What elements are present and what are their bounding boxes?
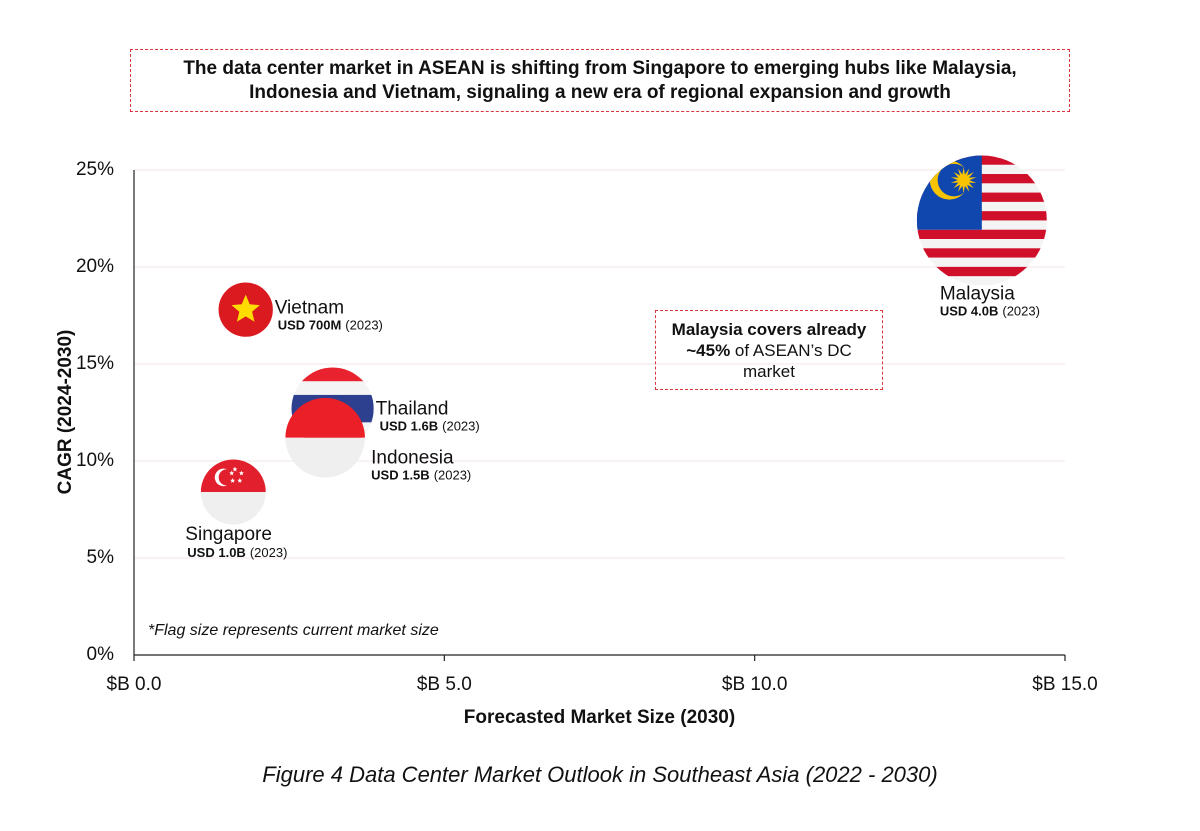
size-date: (2023) bbox=[250, 545, 288, 560]
y-tick-label: 25% bbox=[76, 159, 114, 180]
size-date: (2023) bbox=[345, 318, 383, 333]
size-label: USD 1.0B (2023) bbox=[187, 545, 287, 560]
annotation: Malaysia covers already ~45% of ASEAN’s … bbox=[655, 310, 883, 390]
x-tick-label: $B 15.0 bbox=[1032, 674, 1098, 695]
x-tick-label: $B 5.0 bbox=[417, 674, 472, 695]
bubble-label: Vietnam bbox=[275, 298, 344, 319]
size-date: (2023) bbox=[434, 468, 472, 483]
note: *Flag size represents current market siz… bbox=[148, 622, 439, 639]
size-value: USD 1.5B bbox=[371, 468, 430, 483]
size-label: USD 1.6B (2023) bbox=[380, 419, 480, 434]
annotation-text: of ASEAN’s DC market bbox=[734, 341, 852, 381]
bubble bbox=[200, 459, 266, 525]
y-tick-label: 0% bbox=[87, 644, 115, 665]
bubble bbox=[285, 397, 365, 478]
size-label: USD 1.5B (2023) bbox=[371, 468, 471, 483]
y-tick-label: 15% bbox=[76, 353, 114, 374]
y-tick-label: 20% bbox=[76, 256, 114, 277]
bubble bbox=[916, 155, 1047, 286]
caption: Figure 4 Data Center Market Outlook in S… bbox=[262, 762, 937, 787]
size-label: USD 4.0B (2023) bbox=[940, 304, 1040, 319]
size-value: USD 700M bbox=[278, 318, 342, 333]
size-date: (2023) bbox=[1002, 304, 1040, 319]
annotation-bold: Malaysia covers already ~45% bbox=[671, 320, 867, 360]
bubble-label: Indonesia bbox=[371, 448, 454, 469]
size-value: USD 1.6B bbox=[380, 419, 439, 434]
size-value: USD 4.0B bbox=[940, 304, 999, 319]
x-tick-label: $B 0.0 bbox=[107, 674, 162, 695]
size-label: USD 700M (2023) bbox=[278, 318, 383, 333]
y-axis-title: CAGR (2024-2030) bbox=[55, 330, 76, 495]
size-date: (2023) bbox=[442, 419, 480, 434]
headline: The data center market in ASEAN is shift… bbox=[130, 49, 1070, 112]
bubble-label: Singapore bbox=[185, 524, 272, 545]
size-value: USD 1.0B bbox=[187, 545, 246, 560]
bubble bbox=[218, 282, 273, 337]
y-tick-label: 5% bbox=[87, 547, 115, 568]
y-tick-label: 10% bbox=[76, 450, 114, 471]
x-tick-label: $B 10.0 bbox=[722, 674, 788, 695]
bubble-label: Malaysia bbox=[940, 283, 1015, 304]
x-axis-title: Forecasted Market Size (2030) bbox=[464, 707, 735, 728]
bubble-label: Thailand bbox=[376, 399, 449, 420]
